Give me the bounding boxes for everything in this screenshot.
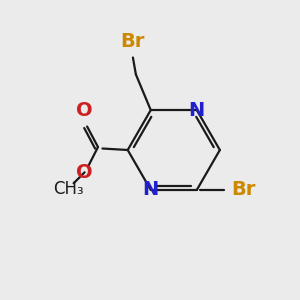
Text: N: N <box>142 180 159 200</box>
Text: N: N <box>189 100 205 120</box>
Text: CH₃: CH₃ <box>53 180 84 198</box>
Text: Br: Br <box>232 180 256 200</box>
Text: O: O <box>76 101 93 120</box>
Text: Br: Br <box>121 32 145 51</box>
Text: O: O <box>76 163 93 182</box>
